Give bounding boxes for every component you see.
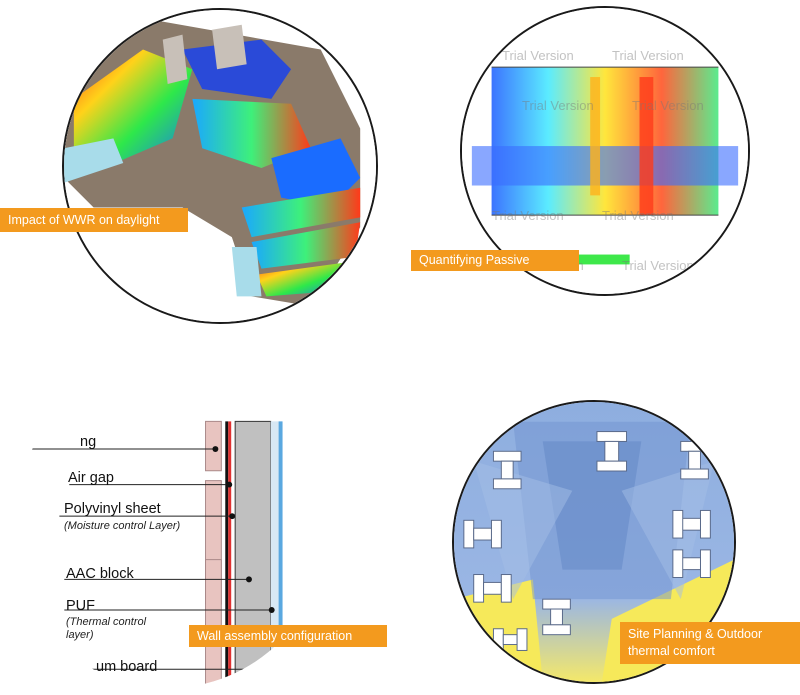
layer-note: (Moisture control Layer) [64,520,181,532]
passive-cfd-image [462,8,748,294]
layer-label: Polyvinyl sheet [64,501,161,517]
passive-circle: Trial Version Trial Version Trial Versio… [460,6,750,296]
daylight-label: Impact of WWR on daylight [0,208,188,232]
watermark-text: Trial Version [602,208,674,223]
watermark-text: Trial Version [632,98,704,113]
site-label-text: Site Planning & Outdoor thermal comfort [628,627,763,658]
layer-label: AAC block [66,566,134,582]
passive-label: Quantifying Passive [411,250,579,271]
wall-label-tag: Wall assembly configuration [189,625,387,647]
layer-note: (Thermal control layer) [66,616,147,641]
daylight-heatmap-image [64,10,376,322]
watermark-text: Trial Version [622,258,694,273]
daylight-circle [62,8,378,324]
watermark-text: Trial Version [492,208,564,223]
watermark-text: Trial Version [502,48,574,63]
watermark-text: Trial Version [522,98,594,113]
layer-label: ng [80,434,97,450]
site-label-tag: Site Planning & Outdoor thermal comfort [620,622,800,664]
watermark-text: Trial Version [612,48,684,63]
layer-label: PUF [66,598,95,614]
layer-label: um board [96,659,158,675]
layer-label: Air gap [68,470,114,486]
